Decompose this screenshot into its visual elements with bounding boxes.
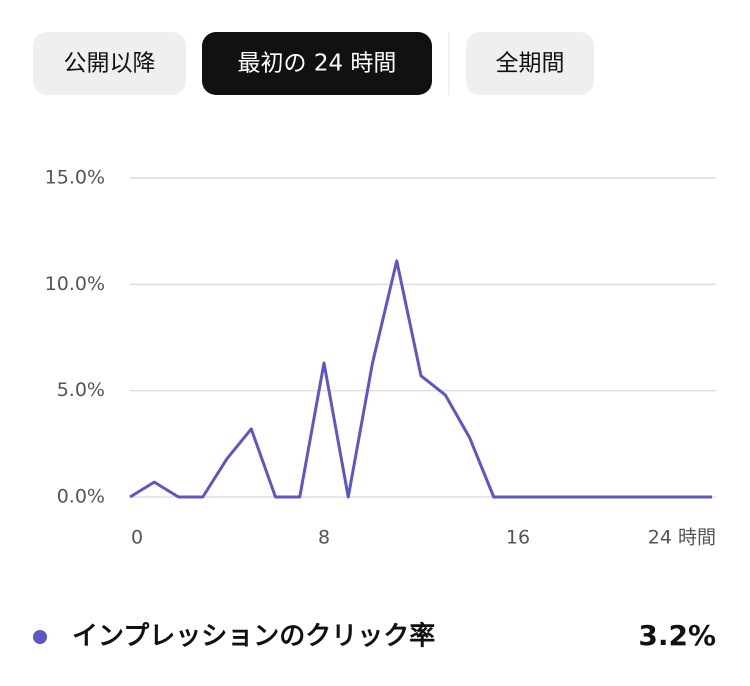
y-tick-label: 0.0% [57,486,105,508]
summary-value: 3.2% [638,619,716,652]
legend-dot [33,630,47,644]
data-line [129,259,712,499]
tab-button[interactable] [466,32,594,95]
x-tick-label: 0 [131,527,143,549]
tab-label: 全期間 [496,51,565,77]
x-tick-label: 8 [318,527,330,549]
y-tick-label: 5.0% [57,379,105,401]
y-tick-label: 10.0% [45,273,105,295]
y-tick-label: 15.0% [45,167,105,189]
tab-button[interactable] [33,32,186,95]
legend-label: インプレッションのクリック率 [72,621,435,652]
x-tick-label: 16 [506,527,530,549]
tab-label: 最初の 24 時間 [238,51,397,77]
tab-label: 公開以降 [64,51,156,77]
tab-button[interactable] [202,32,432,95]
x-tick-label: 24 時間 [648,527,716,549]
